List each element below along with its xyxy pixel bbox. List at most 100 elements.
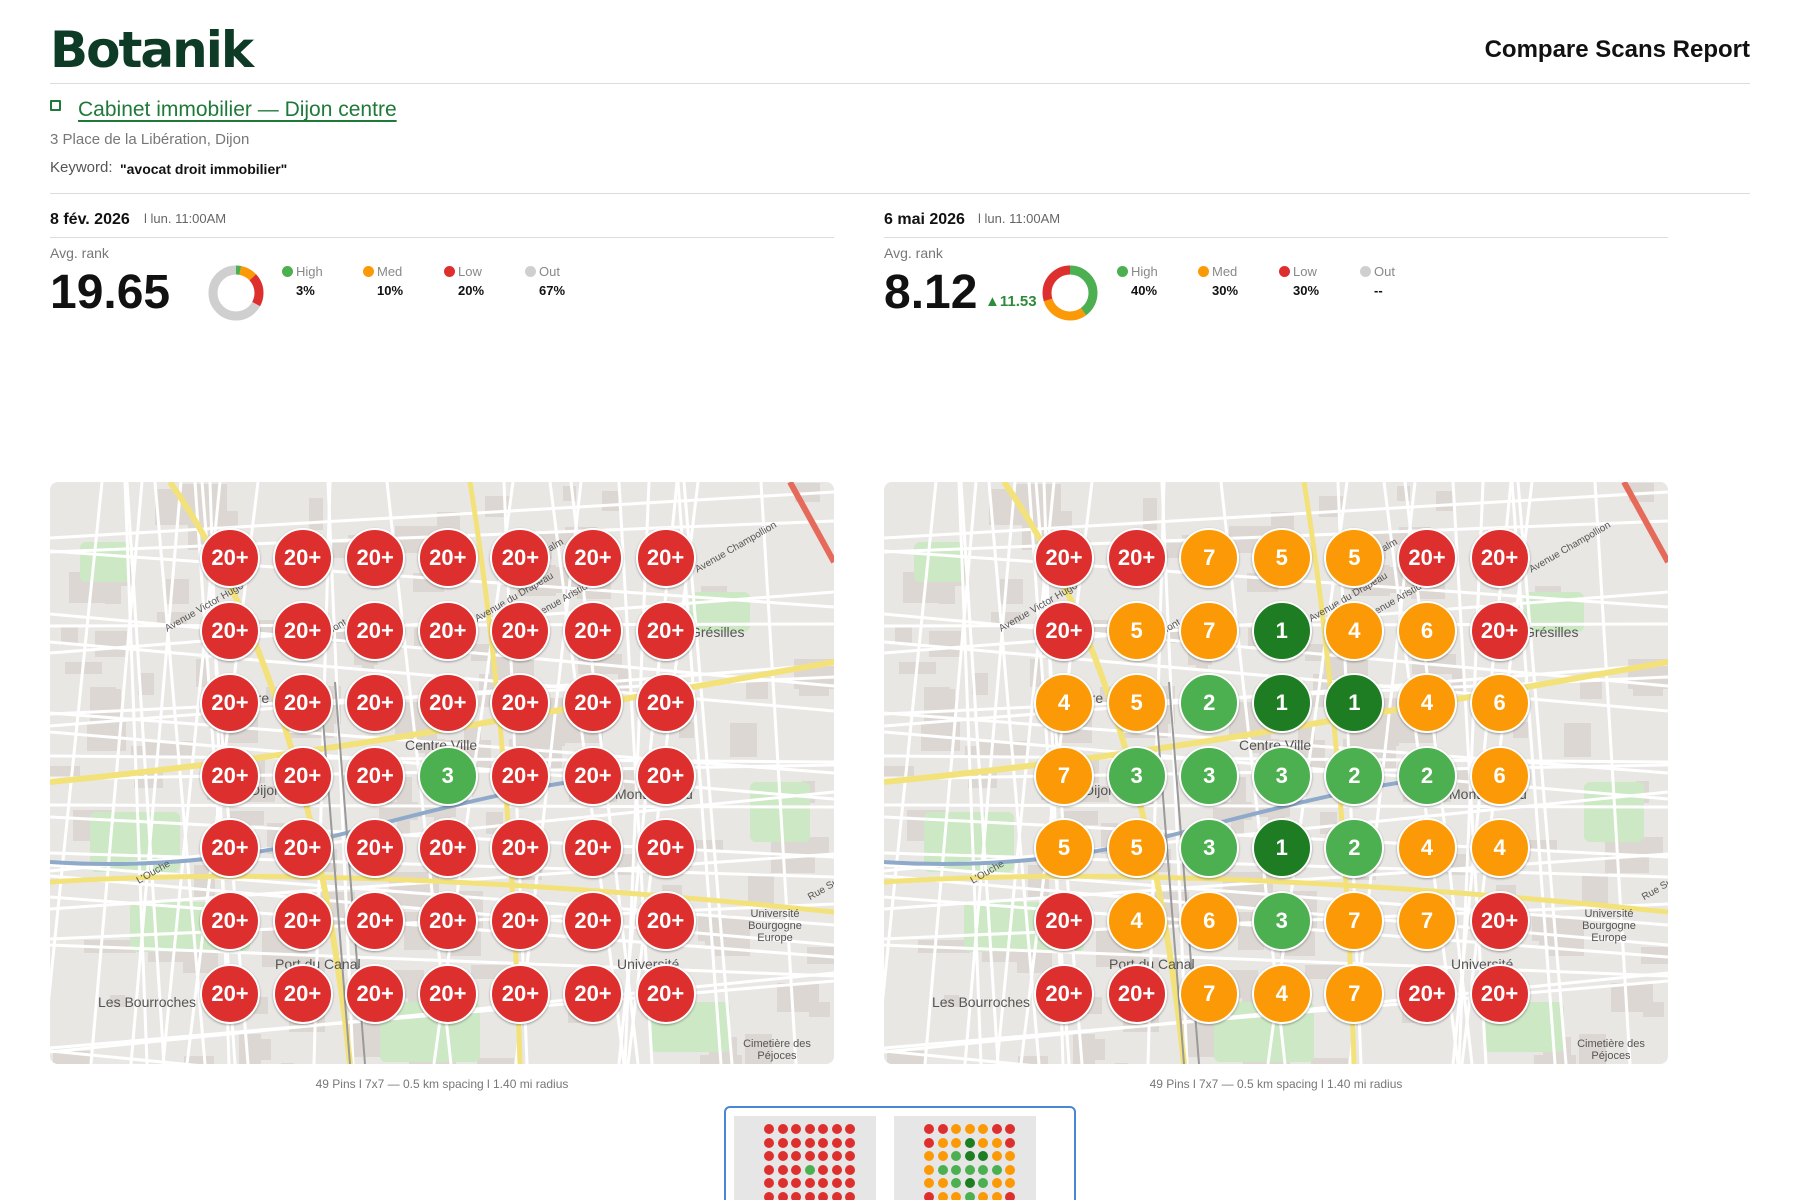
rank-pin[interactable]: 20+ [635, 963, 696, 1024]
rank-pin[interactable]: 6 [1469, 673, 1530, 734]
rank-pin[interactable]: 5 [1106, 818, 1167, 879]
rank-pin[interactable]: 20+ [272, 963, 333, 1024]
rank-pin[interactable]: 4 [1469, 818, 1530, 879]
rank-pin[interactable]: 5 [1106, 673, 1167, 734]
rank-pin[interactable]: 6 [1397, 600, 1457, 661]
scan-thumbnail-strip[interactable] [724, 1106, 1076, 1200]
rank-pin[interactable]: 20+ [1469, 963, 1530, 1024]
rank-pin[interactable]: 20+ [200, 673, 260, 734]
rank-pin[interactable]: 2 [1324, 745, 1385, 806]
rank-pin[interactable]: 20+ [345, 891, 406, 951]
rank-heatmap[interactable]: GareCentre VilleDijonMontmuzardGrésilles… [884, 482, 1668, 1064]
rank-heatmap[interactable]: GareCentre VilleDijonMontmuzardGrésilles… [50, 482, 834, 1064]
rank-pin[interactable]: 20+ [272, 745, 333, 806]
rank-pin[interactable]: 20+ [272, 891, 333, 951]
rank-pin[interactable]: 7 [1179, 600, 1240, 661]
rank-pin[interactable]: 20+ [563, 963, 623, 1024]
rank-pin[interactable]: 20+ [200, 891, 260, 951]
rank-pin[interactable]: 4 [1251, 963, 1312, 1024]
rank-pin[interactable]: 3 [1251, 745, 1312, 806]
rank-pin[interactable]: 20+ [345, 963, 406, 1024]
rank-pin[interactable]: 3 [417, 745, 478, 806]
scan-thumbnail-1[interactable] [734, 1116, 876, 1200]
rank-pin[interactable]: 20+ [1034, 528, 1094, 588]
rank-pin[interactable]: 2 [1324, 818, 1385, 879]
rank-pin[interactable]: 20+ [635, 673, 696, 734]
rank-pin[interactable]: 20+ [200, 600, 260, 661]
rank-pin[interactable]: 20+ [563, 891, 623, 951]
rank-pin[interactable]: 20+ [1397, 528, 1457, 588]
rank-pin[interactable]: 20+ [490, 745, 551, 806]
rank-pin[interactable]: 20+ [490, 963, 551, 1024]
rank-pin[interactable]: 20+ [200, 963, 260, 1024]
rank-pin[interactable]: 4 [1106, 891, 1167, 951]
rank-pin[interactable]: 6 [1179, 891, 1240, 951]
rank-pin[interactable]: 20+ [417, 891, 478, 951]
rank-pin[interactable]: 20+ [1469, 600, 1530, 661]
rank-pin[interactable]: 20+ [345, 600, 406, 661]
rank-pin[interactable]: 20+ [563, 745, 623, 806]
rank-pin[interactable]: 3 [1106, 745, 1167, 806]
rank-pin[interactable]: 4 [1324, 600, 1385, 661]
rank-pin[interactable]: 7 [1324, 963, 1385, 1024]
rank-pin[interactable]: 20+ [490, 673, 551, 734]
rank-pin[interactable]: 3 [1179, 745, 1240, 806]
rank-pin[interactable]: 20+ [635, 600, 696, 661]
rank-pin[interactable]: 20+ [272, 673, 333, 734]
rank-pin[interactable]: 20+ [272, 818, 333, 879]
rank-pin[interactable]: 4 [1034, 673, 1094, 734]
rank-pin[interactable]: 20+ [417, 600, 478, 661]
rank-pin[interactable]: 20+ [635, 818, 696, 879]
rank-pin[interactable]: 7 [1179, 528, 1240, 588]
rank-pin[interactable]: 20+ [1469, 891, 1530, 951]
rank-pin[interactable]: 20+ [635, 745, 696, 806]
rank-pin[interactable]: 20+ [563, 673, 623, 734]
rank-pin[interactable]: 20+ [200, 818, 260, 879]
rank-pin[interactable]: 5 [1034, 818, 1094, 879]
rank-pin[interactable]: 20+ [1034, 891, 1094, 951]
rank-pin[interactable]: 20+ [490, 818, 551, 879]
rank-pin[interactable]: 20+ [1106, 963, 1167, 1024]
rank-pin[interactable]: 20+ [563, 528, 623, 588]
rank-pin[interactable]: 20+ [345, 745, 406, 806]
rank-pin[interactable]: 3 [1251, 891, 1312, 951]
rank-pin[interactable]: 20+ [490, 600, 551, 661]
rank-pin[interactable]: 20+ [1106, 528, 1167, 588]
rank-pin[interactable]: 20+ [417, 963, 478, 1024]
rank-pin[interactable]: 20+ [417, 673, 478, 734]
rank-pin[interactable]: 1 [1251, 673, 1312, 734]
rank-pin[interactable]: 1 [1251, 600, 1312, 661]
rank-pin[interactable]: 20+ [345, 818, 406, 879]
rank-pin[interactable]: 20+ [272, 600, 333, 661]
rank-pin[interactable]: 20+ [490, 528, 551, 588]
rank-pin[interactable]: 1 [1324, 673, 1385, 734]
rank-pin[interactable]: 7 [1397, 891, 1457, 951]
rank-pin[interactable]: 20+ [1034, 600, 1094, 661]
rank-pin[interactable]: 20+ [635, 528, 696, 588]
rank-pin[interactable]: 1 [1251, 818, 1312, 879]
rank-pin[interactable]: 20+ [490, 891, 551, 951]
rank-pin[interactable]: 20+ [345, 673, 406, 734]
rank-pin[interactable]: 20+ [563, 600, 623, 661]
rank-pin[interactable]: 2 [1179, 673, 1240, 734]
rank-pin[interactable]: 20+ [272, 528, 333, 588]
rank-pin[interactable]: 5 [1324, 528, 1385, 588]
scan-thumbnail-2[interactable] [894, 1116, 1036, 1200]
business-name-link[interactable]: Cabinet immobilier — Dijon centre [78, 98, 397, 121]
rank-pin[interactable]: 20+ [1034, 963, 1094, 1024]
rank-pin[interactable]: 20+ [1469, 528, 1530, 588]
rank-pin[interactable]: 4 [1397, 818, 1457, 879]
rank-pin[interactable]: 6 [1469, 745, 1530, 806]
rank-pin[interactable]: 20+ [200, 528, 260, 588]
rank-pin[interactable]: 20+ [1397, 963, 1457, 1024]
rank-pin[interactable]: 7 [1034, 745, 1094, 806]
rank-pin[interactable]: 20+ [635, 891, 696, 951]
rank-pin[interactable]: 20+ [563, 818, 623, 879]
rank-pin[interactable]: 7 [1179, 963, 1240, 1024]
rank-pin[interactable]: 7 [1324, 891, 1385, 951]
rank-pin[interactable]: 2 [1397, 745, 1457, 806]
rank-pin[interactable]: 20+ [345, 528, 406, 588]
rank-pin[interactable]: 5 [1106, 600, 1167, 661]
rank-pin[interactable]: 20+ [417, 818, 478, 879]
rank-pin[interactable]: 5 [1251, 528, 1312, 588]
